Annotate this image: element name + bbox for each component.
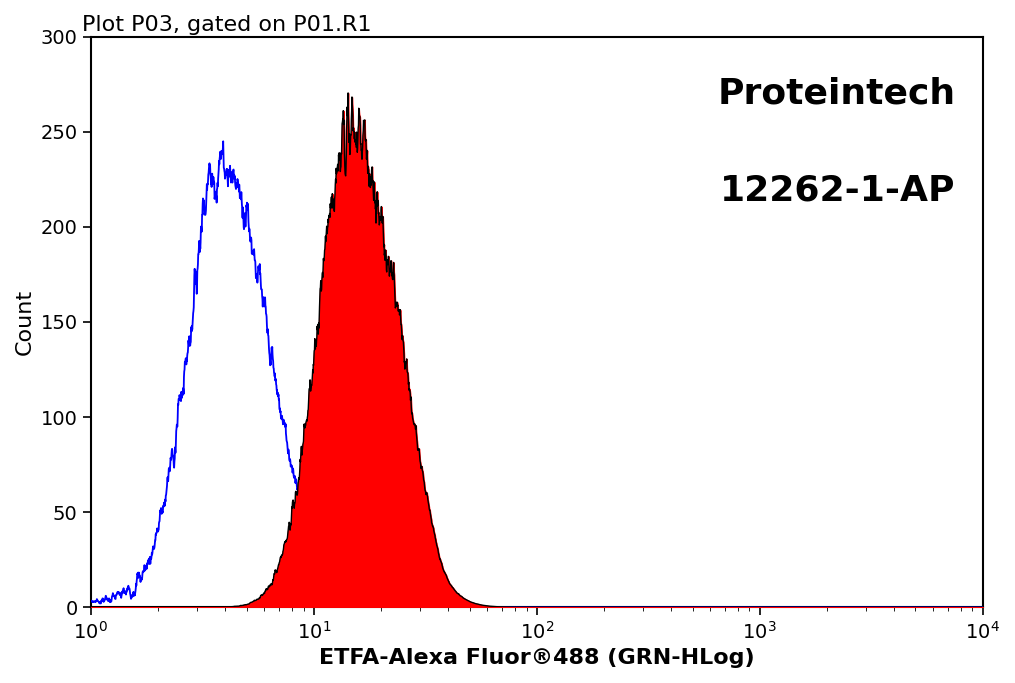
Text: Plot P03, gated on P01.R1: Plot P03, gated on P01.R1	[82, 15, 371, 35]
Y-axis label: Count: Count	[15, 289, 35, 355]
Text: 12262-1-AP: 12262-1-AP	[721, 173, 956, 208]
Text: Proteintech: Proteintech	[718, 76, 956, 111]
X-axis label: ETFA-Alexa Fluor®488 (GRN-HLog): ETFA-Alexa Fluor®488 (GRN-HLog)	[319, 648, 754, 668]
